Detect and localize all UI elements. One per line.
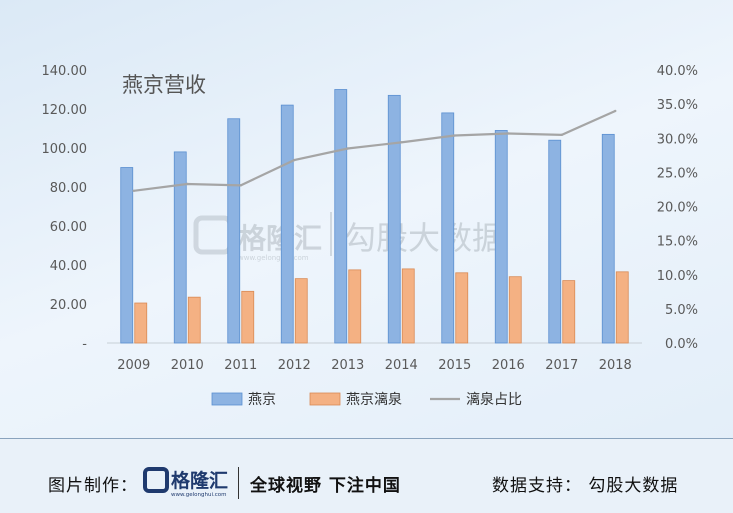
bar-yanjing-liquan — [348, 269, 362, 344]
line-series — [132, 109, 617, 193]
line-point — [293, 158, 296, 162]
y-right-tick-label: 20.0% — [657, 201, 698, 216]
y-right-tick-label: 10.0% — [657, 269, 698, 284]
legend-label-yanjing-liquan: 燕京漓泉 — [346, 391, 402, 408]
footer-divider — [238, 467, 239, 499]
legend-swatch-yanjing — [211, 392, 243, 406]
legend: 燕京 燕京漓泉 漓泉占比 — [211, 391, 522, 408]
bar-yanjing — [494, 130, 508, 344]
footer-slogan: 全球视野 下注中国 — [250, 476, 401, 496]
x-axis: 2009 2010 2011 2012 2013 2014 2015 2016 2017 2018 — [117, 358, 632, 373]
bars — [120, 89, 629, 344]
bar-yanjing — [280, 104, 294, 344]
line-point — [560, 133, 563, 137]
bar-yanjing — [548, 139, 562, 344]
x-tick-label: 2010 — [171, 358, 204, 373]
bar-yanjing-liquan — [134, 302, 148, 344]
legend-label-yanjing: 燕京 — [248, 392, 276, 408]
watermark-secondary: 勾股大数据 — [344, 219, 504, 257]
bar-yanjing — [441, 112, 455, 344]
legend-swatch-yanjing-liquan — [309, 392, 341, 406]
bar-yanjing-liquan — [187, 296, 201, 344]
line-point — [614, 109, 617, 113]
bar-yanjing-liquan — [508, 276, 522, 344]
x-tick-label: 2016 — [492, 358, 525, 373]
watermark-brand: 格隆汇 — [238, 222, 322, 255]
bar-yanjing-liquan — [562, 280, 576, 344]
x-tick-label: 2009 — [117, 358, 150, 373]
x-tick-label: 2011 — [224, 358, 257, 373]
line-point — [239, 184, 242, 187]
x-tick-label: 2015 — [438, 358, 471, 373]
line-point — [400, 141, 403, 144]
bar-yanjing — [120, 167, 134, 344]
footer: 图片制作： 格隆汇 www.gelonghui.com 全球视野 下注中国 数据… — [0, 438, 733, 513]
line-liquan-share — [133, 109, 616, 192]
line-point — [186, 182, 189, 186]
y-right-tick-label: 25.0% — [657, 166, 698, 181]
footer-logo: 格隆汇 www.gelonghui.com — [143, 467, 228, 498]
footer-data-support: 数据支持： 勾股大数据 — [492, 476, 679, 496]
y-right-tick-label: 0.0% — [665, 337, 698, 352]
y-left-tick-label: 60.00 — [50, 220, 87, 235]
bar-yanjing — [173, 151, 187, 344]
watermark-logo-icon — [193, 215, 233, 255]
y-right-tick-label: 5.0% — [665, 303, 698, 318]
bar-yanjing — [334, 89, 348, 344]
x-tick-label: 2018 — [599, 358, 632, 373]
watermark: 格隆汇 www.gelonghui.com 勾股大数据 — [193, 212, 504, 262]
chart: 格隆汇 www.gelonghui.com 勾股大数据 燕京营收 - 20.00 4… — [42, 64, 699, 408]
y-right-tick-label: 15.0% — [657, 235, 698, 250]
x-tick-label: 2014 — [385, 358, 418, 373]
left-axis: - 20.00 40.00 60.00 80.00 100.00 120.00 140.00 — [42, 64, 88, 352]
y-left-tick-label: - — [82, 337, 87, 352]
bar-yanjing-liquan — [455, 272, 469, 344]
y-left-tick-label: 80.00 — [50, 181, 87, 196]
watermark-divider — [330, 212, 332, 256]
bar-yanjing-liquan — [615, 271, 629, 344]
footer-logo-sub: www.gelonghui.com — [171, 492, 226, 498]
y-left-tick-label: 120.00 — [42, 103, 88, 118]
watermark-domain: www.gelonghui.com — [238, 254, 309, 262]
right-axis: 0.0% 5.0% 10.0% 15.0% 20.0% 25.0% 30.0% 35.0% 40… — [657, 64, 698, 352]
legend-label-liquan-share: 漓泉占比 — [466, 391, 522, 408]
x-tick-label: 2017 — [545, 358, 578, 373]
line-point — [346, 147, 349, 150]
x-tick-label: 2012 — [278, 358, 311, 373]
y-left-tick-label: 40.00 — [50, 259, 87, 274]
y-right-tick-label: 40.0% — [657, 64, 698, 79]
chart-title: 燕京营收 — [122, 73, 206, 97]
y-right-tick-label: 30.0% — [657, 132, 698, 147]
y-right-tick-label: 35.0% — [657, 98, 698, 113]
y-left-tick-label: 140.00 — [42, 64, 88, 79]
bar-yanjing — [601, 133, 615, 344]
x-tick-label: 2013 — [331, 358, 364, 373]
bar-yanjing-liquan — [241, 290, 255, 344]
line-point — [453, 134, 456, 137]
footer-logo-icon — [143, 467, 169, 493]
line-point — [507, 132, 510, 135]
bar-yanjing — [387, 94, 401, 344]
y-left-tick-label: 100.00 — [42, 142, 88, 157]
bar-yanjing — [227, 118, 241, 344]
footer-made-by: 图片制作： — [48, 476, 138, 496]
line-point — [132, 189, 135, 193]
footer-logo-text: 格隆汇 — [171, 469, 228, 492]
y-left-tick-label: 20.00 — [50, 298, 87, 313]
bar-yanjing-liquan — [294, 278, 308, 344]
bar-yanjing-liquan — [401, 268, 415, 344]
